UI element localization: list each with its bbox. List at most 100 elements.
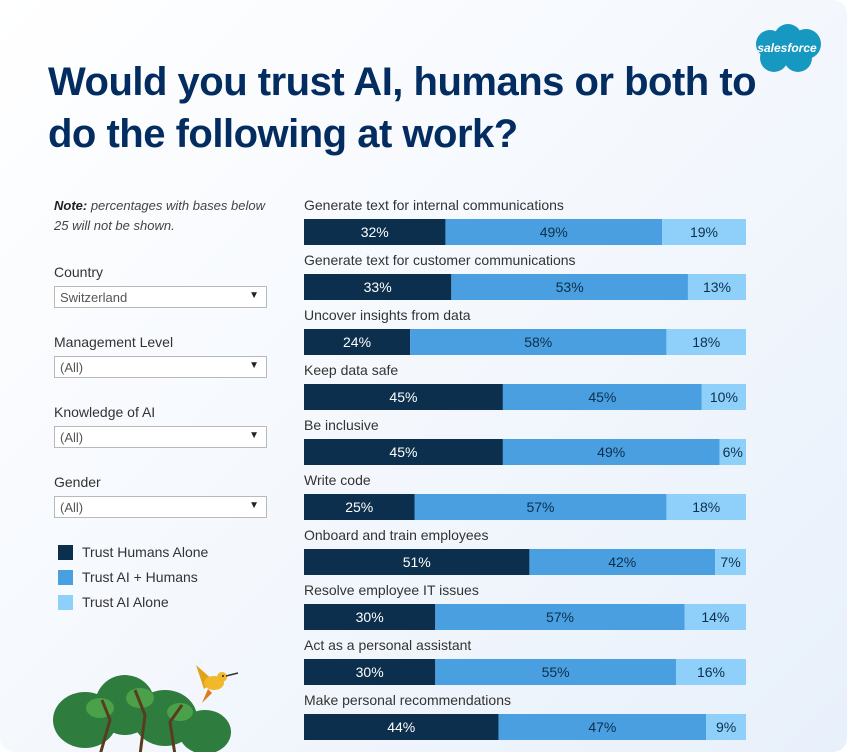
bar-segment[interactable] — [451, 274, 688, 300]
data-label: 53% — [556, 279, 584, 295]
category-label: Uncover insights from data — [304, 307, 471, 323]
note-text: percentages with bases below 25 will not… — [54, 198, 265, 233]
data-label: 9% — [716, 719, 736, 735]
category-label: Be inclusive — [304, 417, 379, 433]
bar-segment[interactable] — [304, 329, 411, 355]
bar-segment[interactable] — [719, 439, 746, 465]
data-label: 42% — [608, 554, 636, 570]
data-label: 45% — [389, 389, 417, 405]
page-title: Would you trust AI, humans or both to do… — [48, 60, 757, 156]
data-label: 30% — [356, 609, 384, 625]
bar-segment[interactable] — [410, 329, 667, 355]
bar-segment[interactable] — [304, 604, 436, 630]
note-prefix: Note: — [54, 198, 88, 213]
bar-segment[interactable] — [687, 274, 746, 300]
data-label: 10% — [710, 389, 738, 405]
data-label: 18% — [692, 334, 720, 350]
bar-segment[interactable] — [445, 219, 663, 245]
data-label: 55% — [542, 664, 570, 680]
legend-label: Trust Humans Alone — [82, 544, 209, 560]
category-label: Make personal recommendations — [304, 692, 511, 708]
data-label: 13% — [703, 279, 731, 295]
data-label: 45% — [588, 389, 616, 405]
bar-segment[interactable] — [701, 384, 746, 410]
category-label: Onboard and train employees — [304, 527, 488, 543]
knowledge-of-ai-filter-select[interactable]: (All) ▼ — [54, 426, 267, 448]
bar-segment[interactable] — [502, 384, 702, 410]
bar-segment[interactable] — [304, 714, 499, 740]
country-filter-value: Switzerland — [60, 290, 128, 305]
bar-segment[interactable] — [304, 274, 452, 300]
bar-segment[interactable] — [435, 659, 676, 685]
data-label: 7% — [720, 554, 740, 570]
chevron-down-icon: ▼ — [249, 500, 259, 511]
category-label: Resolve employee IT issues — [304, 582, 479, 598]
bar-segment[interactable] — [498, 714, 707, 740]
bar-segment[interactable] — [304, 439, 503, 465]
bar-segment[interactable] — [684, 604, 746, 630]
data-label: 6% — [723, 444, 743, 460]
data-label: 58% — [524, 334, 552, 350]
chevron-down-icon: ▼ — [249, 360, 259, 371]
legend-label: Trust AI Alone — [82, 594, 169, 610]
management-level-filter-value: (All) — [60, 360, 84, 375]
knowledge-of-ai-filter-value: (All) — [60, 430, 84, 445]
data-label: 33% — [364, 279, 392, 295]
data-label: 25% — [345, 499, 373, 515]
data-label: 16% — [697, 664, 725, 680]
legend-swatch — [58, 570, 73, 585]
bar-segment[interactable] — [304, 494, 415, 520]
data-label: 47% — [588, 719, 616, 735]
knowledge-of-ai-filter-label: Knowledge of AI — [54, 404, 156, 420]
bar-segment[interactable] — [502, 439, 720, 465]
management-level-filter-label: Management Level — [54, 334, 174, 350]
gender-filter-value: (All) — [60, 500, 84, 515]
data-label: 19% — [690, 224, 718, 240]
bar-segment[interactable] — [666, 329, 746, 355]
bar-segment[interactable] — [662, 219, 746, 245]
bar-segment[interactable] — [304, 659, 436, 685]
legend-swatch — [58, 545, 73, 560]
salesforce-logo: salesforce — [748, 22, 826, 78]
bar-segment[interactable] — [666, 494, 746, 520]
data-label: 32% — [361, 224, 389, 240]
data-label: 44% — [387, 719, 415, 735]
bar-segment[interactable] — [414, 494, 667, 520]
bar-segment[interactable] — [715, 549, 746, 575]
bar-segment[interactable] — [529, 549, 716, 575]
bar-segment[interactable] — [675, 659, 746, 685]
category-label: Write code — [304, 472, 371, 488]
bar-segment[interactable] — [706, 714, 746, 740]
bar-segment[interactable] — [435, 604, 685, 630]
category-label: Generate text for internal communication… — [304, 197, 564, 213]
bar-segment[interactable] — [304, 549, 530, 575]
bar-segment[interactable] — [304, 384, 503, 410]
chevron-down-icon: ▼ — [249, 430, 259, 441]
data-label: 57% — [546, 609, 574, 625]
bush-illustration — [53, 675, 231, 752]
management-level-filter-select[interactable]: (All) ▼ — [54, 356, 267, 378]
bar-segment[interactable] — [304, 219, 446, 245]
gender-filter-select[interactable]: (All) ▼ — [54, 496, 267, 518]
chevron-down-icon: ▼ — [249, 290, 259, 301]
category-label: Act as a personal assistant — [304, 637, 471, 653]
data-label: 18% — [692, 499, 720, 515]
data-label: 51% — [403, 554, 431, 570]
data-label: 49% — [597, 444, 625, 460]
data-label: 24% — [343, 334, 371, 350]
category-label: Keep data safe — [304, 362, 398, 378]
legend-label: Trust AI + Humans — [82, 569, 198, 585]
country-filter-select[interactable]: Switzerland ▼ — [54, 286, 267, 308]
country-filter-label: Country — [54, 264, 104, 280]
data-label: 30% — [356, 664, 384, 680]
cloud-icon — [756, 24, 821, 72]
legend-swatch — [58, 595, 73, 610]
note: Note: percentages with bases below 25 wi… — [54, 196, 274, 236]
data-label: 57% — [526, 499, 554, 515]
category-label: Generate text for customer communication… — [304, 252, 576, 268]
hummingbird-icon — [196, 665, 239, 703]
data-label: 45% — [389, 444, 417, 460]
data-label: 49% — [540, 224, 568, 240]
